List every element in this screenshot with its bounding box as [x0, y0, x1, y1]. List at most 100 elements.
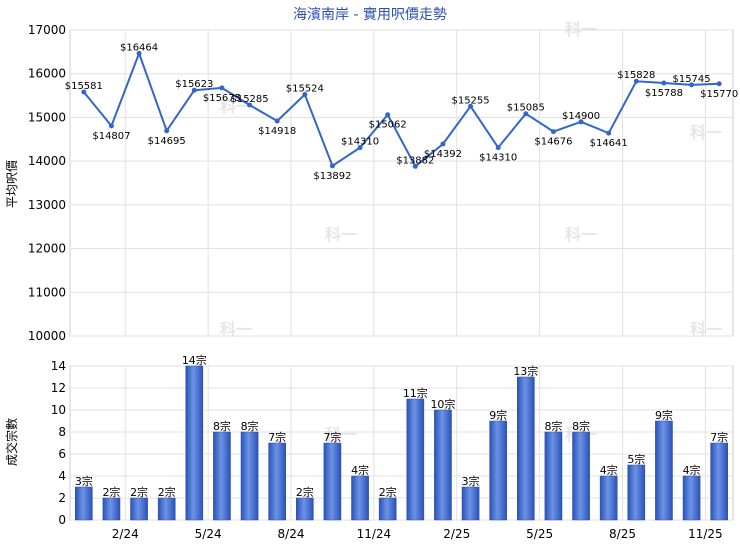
price-data-label: $14918	[258, 126, 296, 137]
price-series-line	[83, 50, 720, 168]
x-tick-label: 2/24	[112, 527, 139, 541]
volume-bar	[240, 431, 259, 521]
price-point	[495, 145, 501, 151]
price-tick-label: 10000	[28, 329, 66, 343]
price-data-label: $15828	[617, 70, 655, 81]
volume-bar	[268, 442, 287, 521]
volume-data-label: 3宗	[462, 474, 480, 488]
volume-tick-label: 2	[58, 491, 66, 505]
volume-bar	[682, 475, 701, 521]
volume-tick-label: 0	[58, 513, 66, 527]
watermark: 科一	[565, 225, 597, 244]
volume-bar	[710, 442, 729, 521]
price-data-label: $13882	[396, 155, 434, 166]
volume-axis-label: 成交宗數	[4, 418, 19, 466]
volume-data-label: 2宗	[102, 485, 120, 499]
volume-tick-label: 4	[58, 469, 66, 483]
price-point	[468, 103, 474, 109]
volume-data-label: 4宗	[351, 463, 369, 477]
volume-bar	[185, 365, 204, 521]
watermark: 科一	[690, 123, 722, 142]
price-data-label: $14641	[590, 138, 628, 149]
volume-bar	[544, 431, 563, 521]
volume-bar	[157, 497, 176, 521]
price-point	[357, 145, 363, 151]
volume-data-label: 11宗	[403, 386, 428, 400]
volume-data-label: 3宗	[75, 474, 93, 488]
volume-data-label: 10宗	[430, 397, 455, 411]
watermark: 科一	[690, 320, 722, 339]
price-point	[302, 92, 308, 98]
price-point	[136, 50, 142, 56]
price-data-label: $15788	[645, 88, 683, 99]
price-point	[606, 130, 612, 136]
price-data-label: $14676	[534, 137, 572, 148]
price-data-label: $14900	[562, 111, 600, 122]
price-point	[412, 163, 418, 169]
price-point	[108, 123, 114, 129]
volume-bar	[655, 420, 673, 521]
price-data-label: $16464	[120, 42, 158, 53]
volume-data-label: 9宗	[655, 408, 673, 422]
price-point	[329, 163, 335, 169]
volume-bar	[461, 486, 480, 521]
volume-bar	[627, 464, 646, 521]
volume-data-label: 4宗	[600, 463, 618, 477]
volume-bar	[489, 420, 508, 521]
price-tick-label: 13000	[28, 198, 66, 212]
price-tick-label: 16000	[28, 67, 66, 81]
price-data-label: $15062	[369, 120, 407, 131]
volume-data-label: 7宗	[710, 430, 728, 444]
volume-bar	[351, 475, 369, 521]
volume-bar	[213, 431, 231, 521]
price-data-label: $15524	[286, 84, 324, 95]
volume-tick-label: 12	[51, 381, 66, 395]
volume-data-label: 2宗	[158, 485, 176, 499]
price-data-label: $15770	[700, 89, 738, 100]
x-tick-label: 8/24	[278, 527, 305, 541]
price-grid	[69, 29, 734, 337]
x-tick-label: 11/24	[357, 527, 392, 541]
price-point	[274, 118, 280, 124]
volume-tick-label: 6	[58, 447, 66, 461]
volume-data-label: 5宗	[627, 452, 645, 466]
price-data-label: $15581	[65, 81, 103, 92]
price-point	[385, 112, 391, 118]
price-point	[689, 82, 695, 88]
volume-data-label: 2宗	[296, 485, 314, 499]
volume-data-label: 8宗	[572, 419, 590, 433]
price-point	[633, 78, 639, 84]
price-tick-label: 12000	[28, 242, 66, 256]
chart-title: 海濱南岸 - 實用呎價走勢	[293, 6, 447, 23]
price-line: $15581$14807$16464$14695$15623$15675$152…	[65, 42, 739, 181]
volume-data-label: 13宗	[513, 364, 538, 378]
price-data-label: $15745	[672, 74, 710, 85]
price-data-label: $13892	[313, 171, 351, 182]
volume-bar	[599, 475, 618, 521]
price-point	[440, 141, 446, 147]
volume-grid	[69, 365, 734, 521]
watermarks: 科一科一科一科一科一科一科一科一科一	[220, 20, 722, 444]
volume-bar	[323, 442, 342, 521]
watermark: 科一	[220, 320, 252, 339]
price-point	[716, 81, 722, 87]
volume-data-label: 8宗	[544, 419, 562, 433]
price-data-label: $15085	[507, 103, 545, 114]
price-point	[81, 89, 87, 95]
volume-data-label: 8宗	[213, 419, 231, 433]
watermark: 科一	[325, 425, 357, 444]
x-tick-label: 5/25	[526, 527, 553, 541]
volume-bar	[295, 497, 314, 521]
volume-bar	[406, 398, 425, 521]
price-data-label: $15623	[175, 79, 213, 90]
price-data-label: $14392	[424, 149, 462, 160]
watermark: 科一	[325, 225, 357, 244]
volume-data-label: 4宗	[683, 463, 701, 477]
price-point	[219, 85, 225, 91]
price-tick-label: 14000	[28, 154, 66, 168]
x-tick-label: 8/25	[609, 527, 636, 541]
x-tick-label: 2/25	[443, 527, 470, 541]
volume-tick-label: 14	[51, 359, 66, 373]
